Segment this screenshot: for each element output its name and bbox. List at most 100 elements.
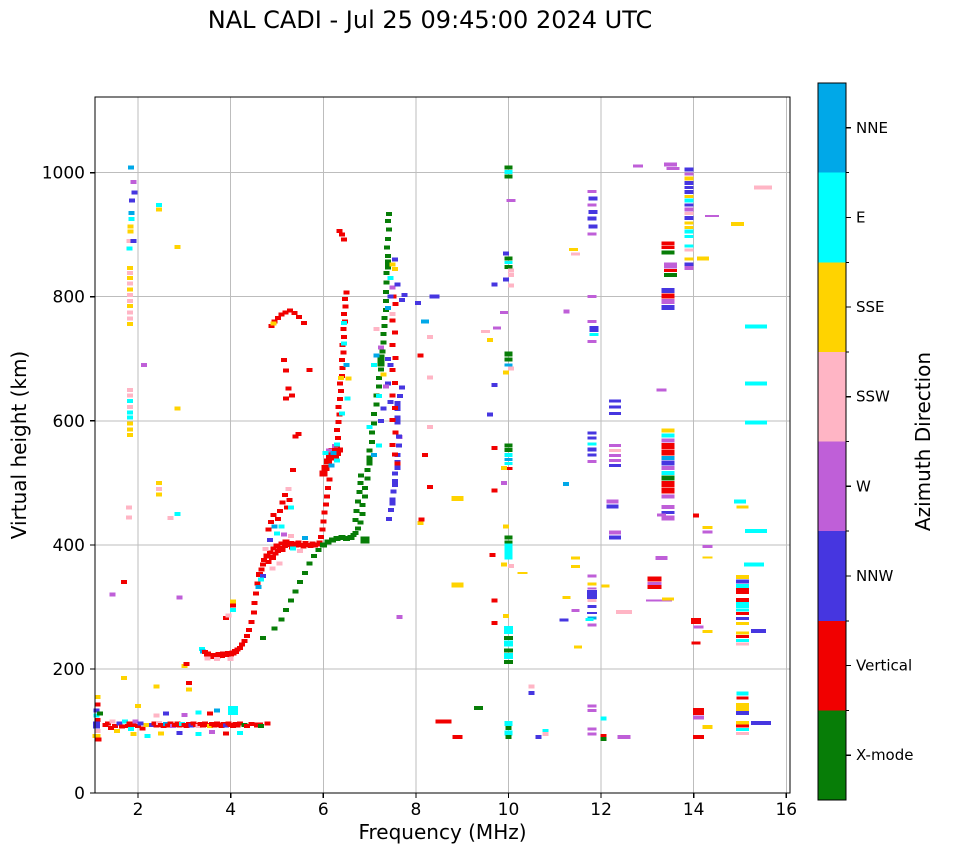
data-point <box>504 462 513 466</box>
data-point <box>258 567 265 572</box>
data-point <box>278 524 285 529</box>
data-point <box>422 452 429 457</box>
data-point <box>684 212 694 216</box>
data-point <box>661 246 675 250</box>
data-point <box>661 241 675 246</box>
data-point <box>342 304 349 309</box>
data-point <box>385 237 392 242</box>
data-point <box>361 494 368 499</box>
data-point <box>379 349 386 354</box>
data-point <box>500 562 507 567</box>
data-point <box>337 376 344 380</box>
data-point <box>162 711 169 716</box>
data-point <box>389 418 396 423</box>
data-point <box>735 587 749 594</box>
data-point <box>504 660 513 665</box>
data-point <box>417 521 424 526</box>
data-point <box>684 172 694 176</box>
data-point <box>609 459 621 462</box>
data-point <box>692 708 704 716</box>
data-point <box>338 358 345 362</box>
data-point <box>204 656 211 661</box>
data-point <box>705 215 720 218</box>
data-point <box>693 625 704 629</box>
data-point <box>609 444 621 448</box>
data-point <box>504 170 513 175</box>
data-point <box>364 476 371 481</box>
data-point <box>358 473 365 478</box>
data-point <box>617 735 631 740</box>
data-point <box>336 447 343 453</box>
data-point <box>343 290 350 295</box>
x-tick-label: 12 <box>590 800 612 820</box>
data-point <box>122 719 129 724</box>
data-point <box>568 248 578 252</box>
data-point <box>609 405 621 409</box>
data-point <box>656 388 667 392</box>
data-point <box>378 418 385 423</box>
data-point <box>587 232 597 236</box>
data-point <box>334 458 341 463</box>
data-point <box>127 292 134 297</box>
data-point <box>745 420 768 425</box>
data-point <box>587 574 597 578</box>
data-point <box>127 281 134 286</box>
data-point <box>504 730 513 736</box>
data-point <box>127 415 134 420</box>
data-point <box>702 545 713 549</box>
data-point <box>176 730 183 735</box>
data-point <box>571 252 581 256</box>
data-point <box>338 411 345 416</box>
data-point <box>341 341 348 346</box>
data-point <box>340 350 347 355</box>
data-point <box>504 543 513 552</box>
data-point <box>206 711 213 716</box>
data-point <box>339 366 346 371</box>
data-point <box>274 549 281 554</box>
data-point <box>292 434 299 439</box>
data-point <box>129 198 135 203</box>
data-point <box>97 711 104 716</box>
data-point <box>392 266 398 271</box>
data-point <box>489 552 496 557</box>
data-point <box>127 399 134 403</box>
data-point <box>421 319 430 324</box>
data-point <box>735 638 749 642</box>
data-point <box>373 402 380 407</box>
data-point <box>573 645 582 649</box>
data-point <box>375 384 382 389</box>
data-point <box>586 612 597 615</box>
data-point <box>392 471 398 476</box>
data-point <box>684 203 694 207</box>
data-point <box>270 513 277 518</box>
data-point <box>265 560 272 565</box>
data-point <box>587 431 597 435</box>
data-point <box>130 238 137 243</box>
data-point <box>735 720 749 725</box>
y-tick-label: 200 <box>53 660 85 680</box>
data-point <box>661 494 675 499</box>
data-point <box>338 232 345 237</box>
data-point <box>127 405 134 410</box>
data-point <box>291 310 298 315</box>
data-point <box>661 505 675 509</box>
data-point <box>287 598 294 603</box>
data-point <box>364 467 371 472</box>
data-point <box>735 602 749 608</box>
data-point <box>587 447 597 452</box>
data-point <box>243 634 250 639</box>
data-point <box>503 277 510 282</box>
data-point <box>114 729 121 733</box>
data-point <box>646 599 672 602</box>
data-point <box>285 487 292 491</box>
data-point <box>500 466 507 470</box>
data-point <box>504 363 513 367</box>
data-point <box>418 517 425 522</box>
data-point <box>661 250 675 255</box>
data-point <box>270 546 277 551</box>
y-tick-label: 0 <box>74 784 85 804</box>
data-point <box>491 621 498 625</box>
colorbar-tick-label: X-mode <box>856 746 913 764</box>
data-point <box>392 405 398 410</box>
colorbar-segment-vertical <box>818 620 846 711</box>
